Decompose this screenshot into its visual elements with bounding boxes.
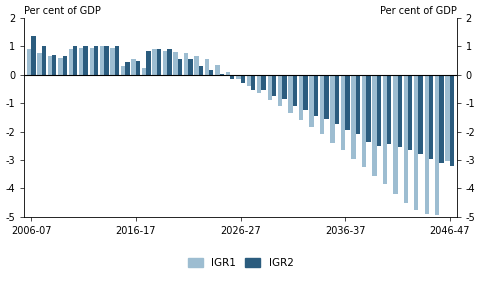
Bar <box>215 65 219 75</box>
Bar <box>31 36 36 75</box>
Bar <box>330 75 334 143</box>
Bar <box>156 49 161 75</box>
Bar <box>37 53 41 75</box>
Bar <box>131 59 135 75</box>
Bar <box>439 75 443 163</box>
Bar <box>303 75 307 110</box>
Bar <box>73 46 77 75</box>
Bar <box>413 75 418 210</box>
Bar <box>125 62 130 75</box>
Bar <box>386 75 391 145</box>
Bar <box>219 74 224 75</box>
Bar <box>424 75 428 214</box>
Bar <box>163 51 167 75</box>
Bar <box>120 66 125 75</box>
Bar <box>267 75 271 100</box>
Bar <box>372 75 376 176</box>
Bar <box>376 75 380 146</box>
Bar <box>198 66 203 75</box>
Bar <box>407 75 411 150</box>
Bar <box>48 56 52 75</box>
Bar <box>403 75 407 203</box>
Bar <box>428 75 432 159</box>
Bar <box>152 49 156 75</box>
Bar <box>449 75 453 166</box>
Bar <box>365 75 370 142</box>
Text: Per cent of GDP: Per cent of GDP <box>379 6 456 16</box>
Bar <box>110 48 115 75</box>
Bar <box>27 49 31 75</box>
Bar <box>89 48 94 75</box>
Bar <box>271 75 276 96</box>
Bar <box>309 75 313 127</box>
Bar <box>361 75 365 167</box>
Bar <box>52 55 56 75</box>
Bar <box>313 75 317 116</box>
Bar <box>41 46 46 75</box>
Bar <box>277 75 282 106</box>
Bar <box>135 60 140 75</box>
Bar <box>292 75 297 106</box>
Bar <box>225 72 229 75</box>
Bar <box>298 75 303 120</box>
Bar <box>324 75 328 119</box>
Legend: IGR1, IGR2: IGR1, IGR2 <box>184 255 296 271</box>
Bar <box>236 75 240 79</box>
Bar <box>382 75 386 184</box>
Bar <box>418 75 422 154</box>
Bar <box>434 75 439 215</box>
Bar <box>246 75 251 86</box>
Bar <box>319 75 324 134</box>
Bar <box>396 75 401 147</box>
Bar <box>188 59 192 75</box>
Bar <box>100 46 104 75</box>
Bar <box>115 46 119 75</box>
Bar <box>69 49 73 75</box>
Bar <box>282 75 286 99</box>
Bar <box>345 75 349 130</box>
Bar <box>251 75 255 90</box>
Bar <box>204 59 209 75</box>
Bar <box>183 53 188 75</box>
Text: Per cent of GDP: Per cent of GDP <box>24 6 101 16</box>
Bar <box>142 68 146 75</box>
Bar <box>288 75 292 113</box>
Bar <box>79 48 84 75</box>
Bar <box>229 75 234 79</box>
Bar <box>444 75 449 162</box>
Bar <box>256 75 261 93</box>
Bar <box>146 51 150 75</box>
Bar <box>58 58 62 75</box>
Bar <box>104 46 108 75</box>
Bar <box>62 56 67 75</box>
Bar <box>340 75 345 150</box>
Bar <box>167 49 171 75</box>
Bar <box>355 75 360 134</box>
Bar <box>350 75 355 159</box>
Bar <box>177 59 182 75</box>
Bar <box>94 46 98 75</box>
Bar <box>392 75 396 194</box>
Bar <box>194 56 198 75</box>
Bar <box>173 52 177 75</box>
Bar <box>334 75 338 125</box>
Bar <box>240 75 244 83</box>
Bar <box>209 70 213 75</box>
Bar <box>84 46 88 75</box>
Bar <box>261 75 265 90</box>
